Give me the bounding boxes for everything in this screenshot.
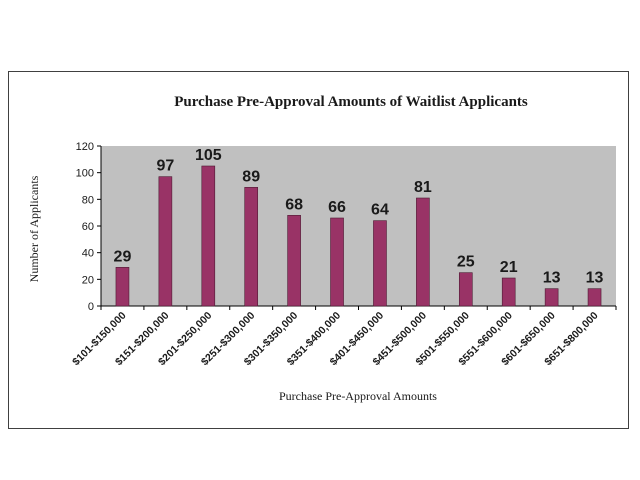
y-axis: 0 20 40 60 80 100 120 [76, 141, 102, 313]
data-label: 105 [195, 147, 222, 164]
chart-title: Purchase Pre-Approval Amounts of Waitlis… [174, 94, 528, 110]
bars [115, 165, 602, 307]
bar [458, 272, 473, 307]
data-label: 89 [242, 168, 260, 185]
y-axis-title: Number of Applicants [27, 175, 41, 282]
data-label: 29 [114, 248, 132, 265]
x-axis [100, 305, 617, 310]
bar [416, 197, 430, 307]
data-label: 66 [328, 199, 346, 216]
y-tick-label: 40 [82, 248, 94, 260]
bar [115, 267, 130, 307]
category-labels: $101-$150,000$151-$200,000$201-$250,000$… [70, 310, 601, 369]
data-label: 25 [457, 254, 475, 271]
bar [544, 288, 559, 307]
bar [201, 165, 216, 307]
bar [244, 187, 259, 307]
data-labels: 29 97 105 89 68 66 64 81 25 21 13 13 [114, 147, 604, 287]
data-label: 81 [414, 179, 432, 196]
plot-area [101, 146, 616, 306]
bar [373, 220, 387, 307]
data-label: 68 [285, 196, 303, 213]
bar [501, 277, 516, 307]
data-label: 13 [586, 270, 604, 287]
bar [287, 215, 301, 307]
bar [587, 288, 602, 307]
y-tick-label: 80 [82, 194, 94, 206]
data-label: 13 [543, 270, 561, 287]
y-tick-label: 60 [82, 221, 94, 233]
y-tick-label: 120 [76, 141, 94, 153]
x-axis-title: Purchase Pre-Approval Amounts [279, 389, 437, 403]
data-label: 97 [156, 158, 174, 175]
data-label: 21 [500, 259, 518, 276]
bar [330, 217, 344, 307]
data-label: 64 [371, 202, 389, 219]
y-tick-label: 20 [82, 274, 94, 286]
bar [158, 176, 173, 307]
y-tick-label: 100 [76, 168, 94, 180]
y-tick-label: 0 [88, 301, 94, 313]
